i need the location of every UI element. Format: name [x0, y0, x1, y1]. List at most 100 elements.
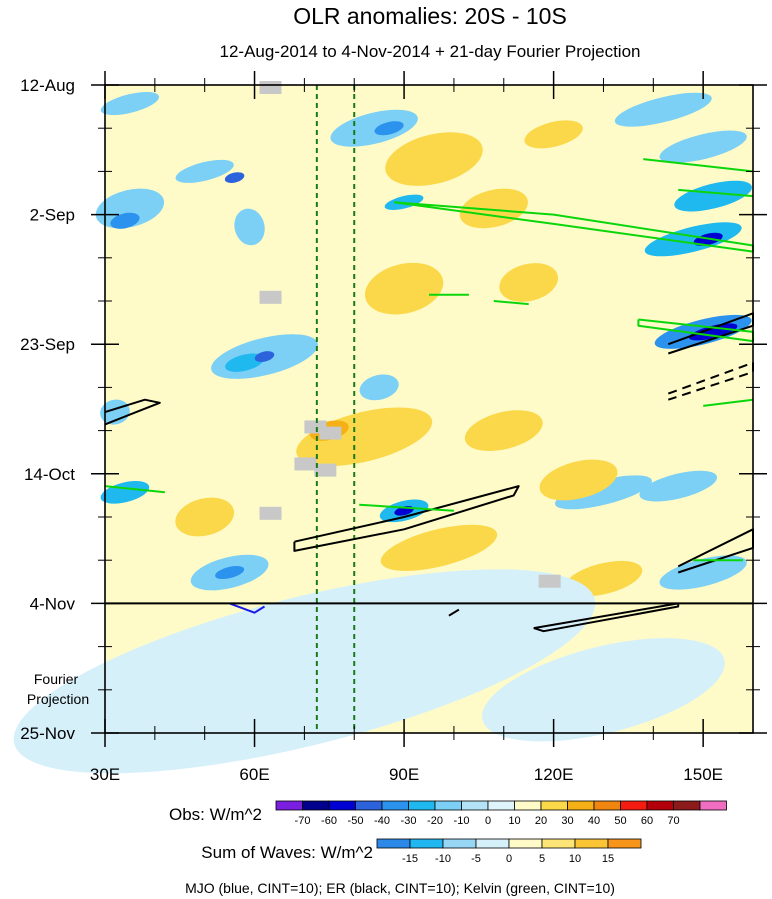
- chart-title: OLR anomalies: 20S - 10S: [293, 3, 567, 29]
- waves-colorbar-swatch-0: [376, 838, 411, 849]
- obs-anomaly-1: [95, 188, 165, 229]
- missing-cell-6: [259, 506, 282, 520]
- obs-anomaly-26: [688, 323, 738, 341]
- chart-subtitle: 12-Aug-2014 to 4-Nov-2014 + 21-day Fouri…: [220, 42, 641, 61]
- obs-anomaly-2: [110, 212, 140, 229]
- missing-data-layer: [259, 81, 561, 588]
- er-contour-2: [104, 398, 161, 426]
- waves-colorbar-swatch-5: [541, 838, 576, 849]
- obs-anomaly-5: [234, 208, 265, 246]
- obs-anomaly-11: [254, 351, 275, 362]
- obs-anomaly-37: [380, 524, 498, 571]
- projection-label: Fourier Projection: [27, 671, 89, 707]
- reference-lines-layer: [315, 85, 356, 733]
- obs-anomaly-40: [524, 120, 583, 149]
- waves-colorbar-level-6: 15: [602, 853, 614, 865]
- kelvin-contour-11: [678, 188, 754, 198]
- obs-colorbar-level-14: 70: [667, 815, 679, 827]
- obs-anomaly-0: [100, 91, 160, 116]
- obs-anomaly-35: [464, 410, 543, 451]
- x-tick-label-3: 120E: [534, 765, 574, 784]
- obs-anomaly-28: [659, 555, 747, 590]
- wave-legend-footer: MJO (blue, CINT=10); ER (black, CINT=10)…: [185, 880, 615, 896]
- kelvin-contour-14: [359, 503, 454, 512]
- obs-colorbar-swatch-3: [355, 800, 383, 811]
- obs-colorbar-level-11: 40: [588, 815, 600, 827]
- obs-anomaly-36: [539, 459, 618, 501]
- obs-colorbar-swatch-15: [673, 800, 701, 811]
- obs-colorbar-swatch-8: [487, 800, 515, 811]
- obs-anomaly-10: [225, 353, 265, 372]
- obs-anomaly-19: [555, 475, 652, 510]
- x-tick-label-1: 60E: [239, 765, 269, 784]
- obs-colorbar-swatch-13: [620, 800, 648, 811]
- obs-colorbar-level-5: -20: [427, 815, 443, 827]
- obs-colorbar-swatch-10: [540, 800, 568, 811]
- obs-anomaly-31: [364, 262, 444, 315]
- waves-colorbar-swatch-1: [409, 838, 444, 849]
- obs-anomaly-3: [175, 159, 234, 183]
- obs-colorbar-level-9: 20: [535, 815, 547, 827]
- waves-anomaly-41: [13, 569, 596, 774]
- waves-colorbar-level-5: 10: [569, 853, 581, 865]
- y-tick-label-5: 25-Nov: [20, 724, 75, 743]
- obs-colorbar-level-13: 60: [641, 815, 653, 827]
- obs-colorbar-level-4: -30: [401, 815, 417, 827]
- missing-cell-1: [259, 290, 282, 304]
- waves-colorbar-level-0: -15: [402, 853, 418, 865]
- obs-anomaly-33: [296, 407, 433, 467]
- projection-label-line-2: Projection: [27, 691, 89, 707]
- obs-colorbar-swatch-5: [408, 800, 436, 811]
- anomaly-field-layer: [13, 91, 753, 774]
- waves-colorbar-label: Sum of Waves: W/m^2: [201, 843, 373, 862]
- waves-colorbar-level-3: 0: [506, 853, 512, 865]
- waves-colorbar-level-2: -5: [471, 853, 481, 865]
- obs-colorbar-level-7: 0: [485, 815, 491, 827]
- mjo-contour-0: [229, 602, 266, 614]
- obs-colorbar-level-0: -70: [295, 815, 311, 827]
- plot-frame: [104, 84, 754, 734]
- y-tick-label-1: 2-Sep: [30, 206, 75, 225]
- obs-colorbar-swatch-6: [434, 800, 462, 811]
- missing-cell-0: [259, 81, 282, 94]
- obs-anomaly-29: [385, 132, 483, 186]
- obs-colorbar-swatch-16: [699, 800, 727, 811]
- er-contour-6: [533, 602, 680, 633]
- waves-colorbar-swatch-7: [607, 838, 642, 849]
- obs-colorbar-level-8: 10: [508, 815, 520, 827]
- kelvin-contour-13: [703, 398, 754, 407]
- obs-colorbar-swatch-2: [328, 800, 356, 811]
- x-tick-label-0: 30E: [90, 765, 120, 784]
- obs-colorbar: -70 -60 -50 -40 -30 -20 -10 0 10 20 30 40 50 60 70: [275, 800, 727, 827]
- missing-cell-5: [314, 463, 337, 477]
- obs-anomaly-39: [175, 497, 235, 537]
- kelvin-contour-10: [643, 158, 754, 173]
- obs-anomaly-23: [644, 222, 742, 257]
- obs-colorbar-swatch-12: [593, 800, 621, 811]
- obs-colorbar-level-3: -40: [374, 815, 390, 827]
- plot-area: [13, 71, 767, 774]
- obs-anomaly-20: [614, 92, 712, 127]
- waves-colorbar: -15 -10 -5 0 5 10 15: [376, 838, 642, 865]
- obs-colorbar-swatch-0: [275, 800, 303, 811]
- waves-colorbar-swatch-4: [508, 838, 543, 849]
- y-tick-label-4: 4-Nov: [30, 594, 76, 613]
- projection-label-line-1: Fourier: [34, 671, 79, 687]
- x-tick-label-4: 150E: [683, 765, 723, 784]
- obs-colorbar-level-6: -10: [454, 815, 470, 827]
- kelvin-contour-16: [493, 300, 529, 306]
- obs-anomaly-21: [659, 130, 747, 163]
- axis-ticks-layer: [91, 71, 767, 747]
- obs-colorbar-swatch-4: [381, 800, 409, 811]
- obs-colorbar-label: Obs: W/m^2: [169, 805, 262, 824]
- obs-anomaly-6: [330, 109, 418, 147]
- x-tick-label-2: 90E: [389, 765, 419, 784]
- kelvin-contour-12: [104, 485, 165, 494]
- er-contour-1: [293, 485, 520, 552]
- waves-anomaly-42: [482, 638, 725, 742]
- y-tick-label-0: 12-Aug: [20, 76, 75, 95]
- obs-anomaly-32: [499, 263, 559, 302]
- obs-anomaly-12: [359, 374, 399, 401]
- y-tick-label-2: 23-Sep: [20, 335, 75, 354]
